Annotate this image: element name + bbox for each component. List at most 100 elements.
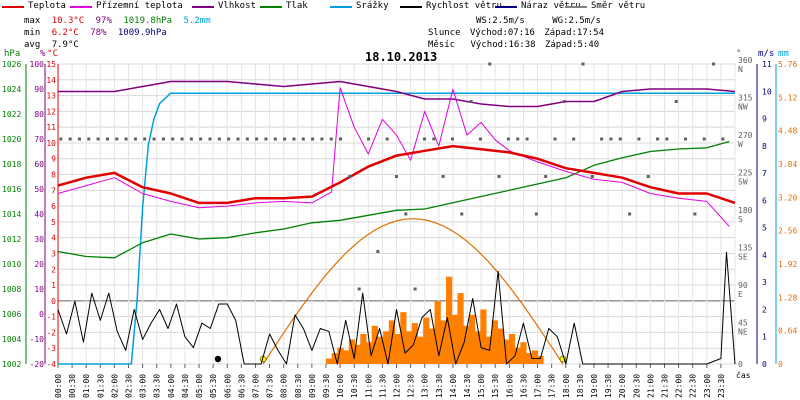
mm-tick-label: 1.28 <box>778 293 797 302</box>
hpa-tick-label: 1022 <box>2 110 21 119</box>
wind-dir-point <box>105 137 109 141</box>
pct-tick-label: 90 <box>34 85 44 94</box>
wind-dir-point <box>171 137 175 141</box>
wind-dir-point <box>311 137 315 141</box>
hpa-tick-label: 1002 <box>2 360 21 369</box>
x-tick-label: 20:00 <box>618 374 627 398</box>
dir-tick-label: 45 <box>738 319 748 328</box>
x-tick-label: 17:30 <box>548 374 557 398</box>
x-tick-label: 12:00 <box>393 374 402 398</box>
wind-dir-point <box>161 137 165 141</box>
wind-dir-point <box>339 137 343 141</box>
wind-dir-point <box>208 137 212 141</box>
ms-axis-label: m/s <box>758 49 774 59</box>
wind-dir-point <box>712 62 716 66</box>
solar-bar <box>508 334 516 364</box>
wind-dir-point <box>180 137 184 141</box>
dir-axis-label: ° <box>736 49 741 59</box>
x-tick-label: 17:00 <box>534 374 543 398</box>
wind-dir-point <box>199 137 203 141</box>
legend-swatch <box>192 6 214 8</box>
wind-dir-point <box>506 137 510 141</box>
x-tick-label: 19:00 <box>590 374 599 398</box>
wind-dir-point <box>115 137 119 141</box>
temp-tick-label: 14 <box>46 76 56 85</box>
temp-tick-label: 12 <box>46 107 56 116</box>
x-tick-label: 08:30 <box>294 374 303 398</box>
temp-tick-label: 0 <box>51 297 56 306</box>
x-tick-label: 22:00 <box>675 374 684 398</box>
x-tick-label: 13:30 <box>435 374 444 398</box>
dir-tick-label: 135 <box>738 244 753 253</box>
x-tick-label: 14:00 <box>449 374 458 398</box>
pct-tick-label: 0 <box>39 310 44 319</box>
x-tick-label: 10:30 <box>350 374 359 398</box>
wind-dir-point <box>320 137 324 141</box>
x-tick-label: 20:30 <box>632 374 641 398</box>
dir-tick-sublabel: SE <box>738 253 748 262</box>
wind-dir-point <box>133 137 137 141</box>
solar-bar <box>520 342 527 364</box>
sun-rise: Východ:07:16 <box>469 28 535 38</box>
wind-dir-point <box>404 212 408 216</box>
stats-min-label: min <box>24 28 41 38</box>
legend-swatch <box>70 6 92 8</box>
wind-dir-point <box>152 137 156 141</box>
wind-dir-point <box>236 137 240 141</box>
wind-dir-point <box>329 137 333 141</box>
moon-info: Měsíc Východ:16:38 Západ:5:40 <box>428 40 599 50</box>
stats-avg: avg 7.9°C <box>24 40 85 50</box>
temp-tick-label: 13 <box>46 92 56 101</box>
stats-min-press: 1009.9hPa <box>117 28 167 38</box>
x-tick-label: 04:30 <box>181 374 190 398</box>
hpa-axis-label: hPa <box>4 49 20 59</box>
stats-max-label: max <box>24 16 41 26</box>
pct-tick-label: 50 <box>34 185 44 194</box>
x-tick-label: 18:30 <box>576 374 585 398</box>
dir-tick-label: 225 <box>738 169 753 178</box>
stats-max-temp: 10.3°C <box>51 16 85 26</box>
x-tick-label: 23:30 <box>717 374 726 398</box>
solar-bar <box>526 353 533 364</box>
series-temperature <box>57 144 736 205</box>
wind-dir-point <box>395 175 398 178</box>
temp-tick-label: -2 <box>46 328 56 337</box>
stats-min-temp: 6.2°C <box>51 28 79 38</box>
x-tick-label: 06:30 <box>237 374 246 398</box>
temp-tick-label: 4 <box>51 234 56 243</box>
x-tick-label: 05:00 <box>195 374 204 398</box>
temp-tick-label: 15 <box>46 60 56 69</box>
solar-bar <box>446 276 453 364</box>
wind-dir-point <box>656 137 660 141</box>
solar-bar <box>474 331 481 364</box>
temp-tick-label: -4 <box>46 360 56 369</box>
mm-tick-label: 3.20 <box>778 193 797 202</box>
solar-bar <box>325 358 333 364</box>
x-tick-label: 21:00 <box>646 374 655 398</box>
temp-tick-label: 8 <box>51 171 56 180</box>
temp-tick-label: 6 <box>51 202 56 211</box>
mm-tick-label: 0 <box>778 360 783 369</box>
solar-bar <box>480 309 487 364</box>
solar-bar <box>383 331 390 364</box>
stats-max-press: 1019.8hPa <box>123 16 173 26</box>
wind-dir-point <box>87 137 91 141</box>
wind-dir-point <box>376 250 380 253</box>
temp-tick-label: 1 <box>51 281 56 290</box>
pct-tick-label: 20 <box>34 260 44 269</box>
series-ground-temp <box>57 87 730 227</box>
wind-dir-point <box>702 137 706 141</box>
wind-dir-point <box>665 137 669 141</box>
legend-swatch <box>400 6 422 8</box>
x-tick-label: 03:00 <box>139 374 148 398</box>
wind-dir-point <box>124 137 128 141</box>
moon-label: Měsíc <box>428 40 456 50</box>
x-tick-label: 11:00 <box>364 374 373 398</box>
sun-arc <box>262 218 564 365</box>
solar-bar <box>337 347 344 364</box>
x-tick-label: 13:00 <box>421 374 430 398</box>
sun-set: Západ:17:54 <box>544 28 604 38</box>
wind-dir-point <box>553 137 557 141</box>
dir-tick-label: 180 <box>738 206 753 215</box>
solar-bar <box>360 334 367 364</box>
